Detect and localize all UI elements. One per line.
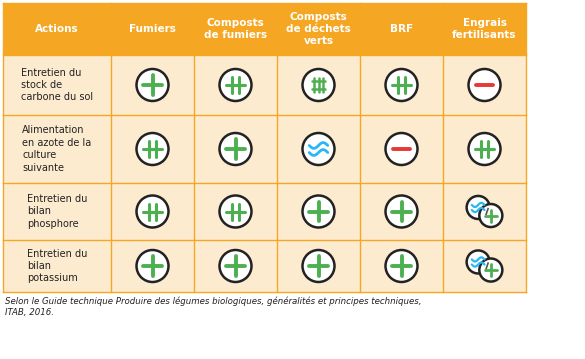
Text: Composts
de déchets
verts: Composts de déchets verts [286, 11, 351, 46]
Text: Entretien du
bilan
potassium: Entretien du bilan potassium [27, 248, 87, 283]
Circle shape [479, 204, 503, 227]
Text: Composts
de fumiers: Composts de fumiers [204, 18, 267, 40]
Bar [3, 115, 526, 183]
Circle shape [302, 196, 335, 228]
Text: Selon le Guide technique Produire des légumes biologiques, généralités et princi: Selon le Guide technique Produire des lé… [5, 296, 422, 317]
Circle shape [469, 69, 501, 101]
Text: Entretien du
bilan
phosphore: Entretien du bilan phosphore [27, 194, 87, 229]
Bar [3, 240, 526, 292]
Text: Fumiers: Fumiers [129, 24, 176, 34]
Circle shape [219, 69, 252, 101]
Bar [3, 183, 526, 240]
Circle shape [136, 250, 168, 282]
Circle shape [467, 251, 490, 274]
Circle shape [302, 69, 335, 101]
Circle shape [136, 196, 168, 228]
Bar [3, 3, 526, 55]
Circle shape [467, 196, 490, 219]
Bar [3, 55, 526, 115]
Text: BRF: BRF [390, 24, 413, 34]
Text: Alimentation
en azote de la
culture
suivante: Alimentation en azote de la culture suiv… [22, 125, 92, 173]
Circle shape [219, 196, 252, 228]
Circle shape [302, 250, 335, 282]
Text: Actions: Actions [35, 24, 79, 34]
Circle shape [136, 69, 168, 101]
Text: Engrais
fertilisants: Engrais fertilisants [452, 18, 517, 40]
Circle shape [302, 133, 335, 165]
Circle shape [386, 250, 418, 282]
Circle shape [219, 250, 252, 282]
Circle shape [219, 133, 252, 165]
Circle shape [479, 258, 503, 281]
Circle shape [386, 69, 418, 101]
Circle shape [136, 133, 168, 165]
Circle shape [469, 133, 501, 165]
Circle shape [386, 196, 418, 228]
Circle shape [386, 133, 418, 165]
Text: Entretien du
stock de
carbone du sol: Entretien du stock de carbone du sol [21, 67, 93, 102]
